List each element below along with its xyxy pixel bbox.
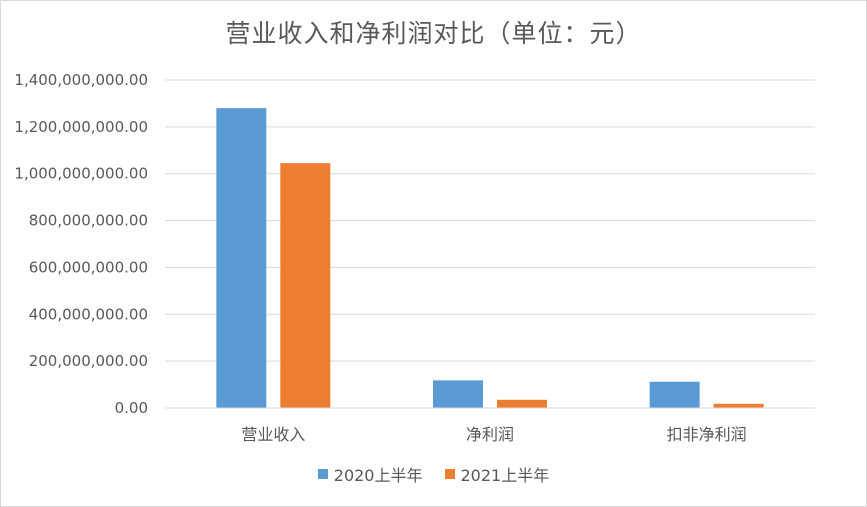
legend-item-2021: 2021上半年	[444, 462, 550, 486]
x-category-label: 营业收入	[241, 425, 305, 444]
legend-item-2020: 2020上半年	[317, 462, 423, 486]
y-tick-label: 400,000,000.00	[29, 305, 148, 323]
y-tick-label: 800,000,000.00	[29, 212, 148, 230]
chart-title: 营业收入和净利润对比（单位：元）	[225, 19, 642, 48]
y-tick-label: 200,000,000.00	[29, 352, 148, 370]
legend-label-2021: 2021上半年	[460, 466, 550, 485]
y-axis-ticks: 0.00 200,000,000.00 400,000,000.00 600,000,…	[14, 71, 148, 417]
legend: 2020上半年 2021上半年	[0, 462, 867, 486]
legend-swatch-2021	[444, 469, 455, 479]
y-tick-label: 1,000,000,000.00	[14, 165, 148, 183]
bar-2020-1	[433, 380, 483, 408]
legend-label-2020: 2020上半年	[333, 466, 423, 485]
bar-2021-2	[713, 403, 764, 408]
x-axis-categories: 营业收入 净利润 扣非净利润	[241, 425, 746, 444]
bar-2021-1	[497, 399, 547, 408]
x-category-label: 扣非净利润	[667, 425, 747, 444]
gridlines	[165, 79, 815, 362]
y-tick-label: 0.00	[115, 399, 148, 417]
legend-swatch-2020	[317, 469, 328, 479]
bar-2020-2	[649, 381, 700, 408]
y-tick-label: 600,000,000.00	[29, 258, 148, 276]
x-category-label: 净利润	[466, 425, 514, 444]
bars	[216, 108, 764, 408]
y-tick-label: 1,400,000,000.00	[14, 71, 148, 89]
bar-2020-0	[216, 108, 267, 408]
bar-2021-0	[280, 163, 331, 408]
y-tick-label: 1,200,000,000.00	[14, 118, 148, 136]
